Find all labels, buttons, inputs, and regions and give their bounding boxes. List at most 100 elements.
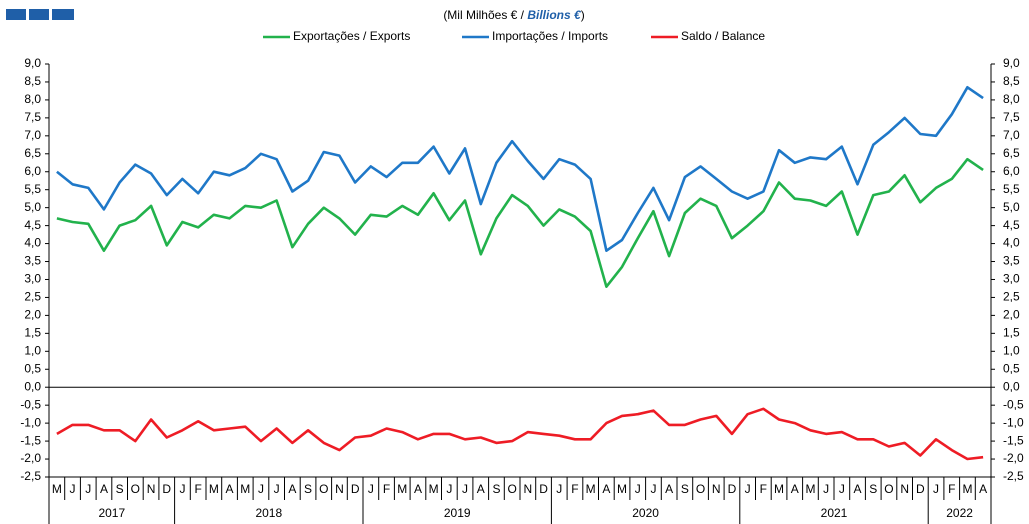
- x-tick-label: M: [805, 482, 815, 496]
- logo-block: [52, 9, 74, 20]
- x-tick-label: A: [854, 482, 862, 496]
- x-tick-label: J: [368, 482, 374, 496]
- x-tick-label: S: [304, 482, 312, 496]
- subtitle-prefix: (Mil Milhões € /: [443, 8, 524, 22]
- x-tick-label: A: [602, 482, 610, 496]
- x-tick-label: M: [52, 482, 62, 496]
- y-tick-label: 9,0: [24, 56, 41, 70]
- year-label: 2022: [946, 506, 973, 520]
- x-tick-label: D: [351, 482, 360, 496]
- x-tick-label: F: [383, 482, 390, 496]
- y-tick-label: 4,5: [24, 218, 41, 232]
- y-tick-label: 6,0: [1003, 164, 1020, 178]
- x-tick-label: F: [948, 482, 955, 496]
- y-tick-label: 0,5: [24, 361, 41, 375]
- x-tick-label: J: [745, 482, 751, 496]
- x-tick-label: A: [791, 482, 799, 496]
- x-tick-label: O: [319, 482, 328, 496]
- x-tick-label: J: [823, 482, 829, 496]
- x-tick-label: M: [586, 482, 596, 496]
- year-label: 2018: [255, 506, 282, 520]
- x-tick-label: A: [226, 482, 234, 496]
- x-tick-label: A: [665, 482, 673, 496]
- y-tick-label: 6,5: [1003, 146, 1020, 160]
- y-tick-label: 5,5: [24, 182, 41, 196]
- y-tick-label: 3,5: [24, 254, 41, 268]
- legend-label: Saldo / Balance: [681, 29, 765, 43]
- x-tick-label: J: [274, 482, 280, 496]
- x-tick-label: D: [162, 482, 171, 496]
- x-tick-label: J: [85, 482, 91, 496]
- y-tick-label: 4,0: [24, 236, 41, 250]
- y-tick-label: 8,0: [24, 92, 41, 106]
- x-tick-label: S: [681, 482, 689, 496]
- x-tick-label: J: [635, 482, 641, 496]
- y-tick-label: 5,0: [1003, 200, 1020, 214]
- x-tick-label: S: [869, 482, 877, 496]
- chart-subtitle: (Mil Milhões € / Billions €): [443, 8, 584, 22]
- x-tick-label: N: [900, 482, 909, 496]
- subtitle-emphasis: Billions €: [527, 8, 582, 22]
- year-label: 2019: [444, 506, 471, 520]
- y-tick-label: 2,5: [24, 290, 41, 304]
- y-tick-label: 0,0: [1003, 379, 1020, 393]
- series-line: [56, 407, 984, 461]
- subtitle-suffix: ): [581, 8, 585, 22]
- x-tick-label: O: [507, 482, 516, 496]
- y-tick-label: 6,0: [24, 164, 41, 178]
- x-tick-label: J: [556, 482, 562, 496]
- legend-label: Importações / Imports: [492, 29, 608, 43]
- x-tick-label: M: [397, 482, 407, 496]
- x-tick-label: O: [884, 482, 893, 496]
- x-tick-label: M: [429, 482, 439, 496]
- x-tick-label: O: [131, 482, 140, 496]
- x-tick-label: J: [839, 482, 845, 496]
- y-tick-label: -2,5: [20, 469, 41, 483]
- y-tick-label: 6,5: [24, 146, 41, 160]
- y-tick-label: 3,0: [1003, 272, 1020, 286]
- x-tick-label: J: [446, 482, 452, 496]
- y-tick-label: 1,5: [1003, 326, 1020, 340]
- y-tick-label: 7,5: [24, 110, 41, 124]
- y-tick-label: 2,0: [24, 308, 41, 322]
- y-tick-label: 7,5: [1003, 110, 1020, 124]
- y-tick-label: 7,0: [24, 128, 41, 142]
- y-tick-label: 5,5: [1003, 182, 1020, 196]
- y-tick-label: -2,0: [20, 451, 41, 465]
- x-tick-label: A: [288, 482, 296, 496]
- y-tick-label: 2,0: [1003, 308, 1020, 322]
- legend-label: Exportações / Exports: [293, 29, 410, 43]
- x-tick-label: O: [696, 482, 705, 496]
- x-tick-label: D: [728, 482, 737, 496]
- x-tick-label: M: [617, 482, 627, 496]
- y-tick-label: -2,0: [1003, 451, 1024, 465]
- x-tick-label: N: [335, 482, 344, 496]
- x-tick-label: J: [179, 482, 185, 496]
- y-tick-label: 2,5: [1003, 290, 1020, 304]
- series-line: [56, 86, 984, 252]
- x-tick-label: M: [774, 482, 784, 496]
- year-label: 2021: [821, 506, 848, 520]
- y-tick-label: 4,0: [1003, 236, 1020, 250]
- x-tick-label: A: [414, 482, 422, 496]
- y-tick-label: 0,0: [24, 379, 41, 393]
- x-tick-label: J: [650, 482, 656, 496]
- logo-block: [29, 9, 49, 20]
- x-tick-label: M: [962, 482, 972, 496]
- x-tick-label: J: [933, 482, 939, 496]
- y-tick-label: 8,5: [24, 74, 41, 88]
- y-tick-label: 8,0: [1003, 92, 1020, 106]
- x-tick-label: M: [240, 482, 250, 496]
- x-tick-label: F: [571, 482, 578, 496]
- x-tick-label: J: [462, 482, 468, 496]
- y-tick-label: -1,5: [1003, 433, 1024, 447]
- year-label: 2020: [632, 506, 659, 520]
- series-line: [56, 157, 984, 288]
- y-tick-label: 9,0: [1003, 56, 1020, 70]
- y-tick-label: 1,0: [1003, 343, 1020, 357]
- year-label: 2017: [98, 506, 125, 520]
- y-tick-label: 0,5: [1003, 361, 1020, 375]
- x-tick-label: D: [539, 482, 548, 496]
- y-tick-label: -0,5: [1003, 397, 1024, 411]
